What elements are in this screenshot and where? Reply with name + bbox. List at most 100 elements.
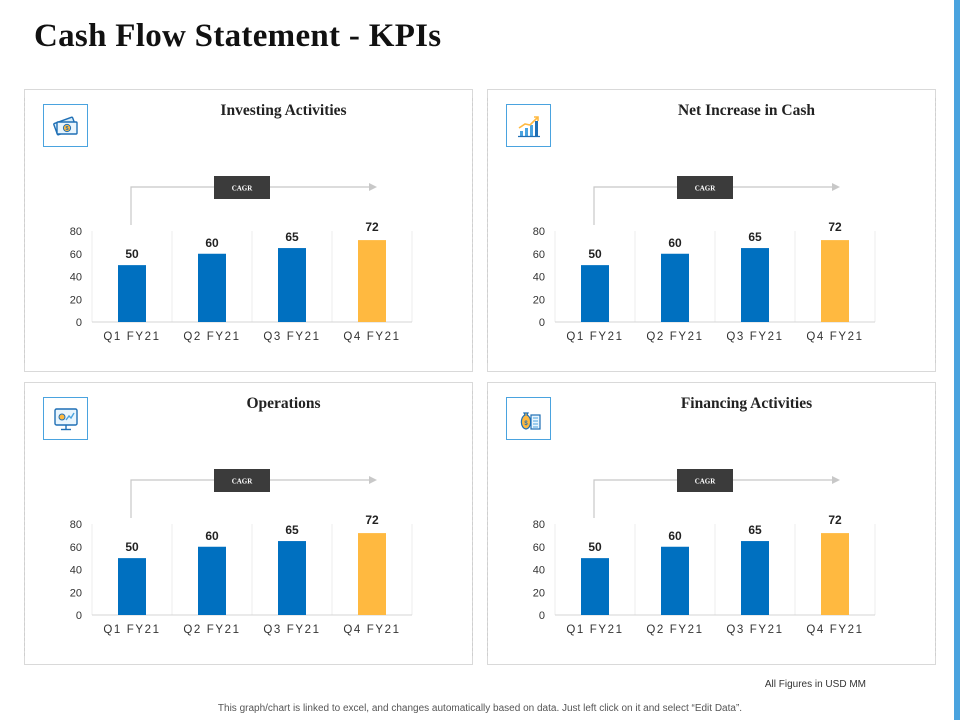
cagr-box (214, 469, 270, 492)
cagr-arrow-head (832, 476, 840, 484)
y-tick-label: 20 (70, 294, 82, 306)
x-tick-label: Q1 FY21 (566, 331, 623, 343)
bar (581, 558, 609, 615)
data-label: 72 (828, 513, 842, 527)
cagr-label: CAGR (232, 185, 254, 193)
cagr-arrow-head (369, 183, 377, 191)
bar (661, 253, 689, 322)
y-tick-label: 40 (70, 565, 82, 577)
y-tick-label: 40 (533, 565, 545, 577)
right-accent-bar (954, 0, 960, 720)
y-tick-label: 80 (70, 226, 82, 238)
data-label: 65 (748, 230, 762, 244)
bar (821, 240, 849, 322)
chart-panel-operations[interactable]: Operations CAGR 0 20 40 60 80 50 Q1 FY21 60 Q2 FY… (24, 382, 473, 665)
cagr-arrow-line (593, 186, 834, 225)
data-label: 50 (125, 540, 139, 554)
bar (198, 546, 226, 615)
bar-chart: CAGR 0 20 40 60 80 50 Q1 FY21 60 Q2 FY21 65 Q3 FY21… (70, 176, 413, 343)
cagr-label: CAGR (232, 478, 254, 486)
x-tick-label: Q4 FY21 (806, 624, 863, 636)
y-tick-label: 80 (533, 519, 545, 531)
y-tick-label: 80 (533, 226, 545, 238)
bar-chart: CAGR 0 20 40 60 80 50 Q1 FY21 60 Q2 FY21 65 Q3 FY21… (70, 469, 413, 636)
bar (821, 533, 849, 615)
data-label: 65 (285, 230, 299, 244)
data-label: 72 (365, 513, 379, 527)
x-tick-label: Q3 FY21 (263, 331, 320, 343)
data-label: 60 (668, 529, 682, 543)
money-icon: $ (43, 104, 88, 147)
cagr-box (677, 176, 733, 199)
chart-title: Operations (246, 395, 321, 412)
y-tick-label: 0 (76, 610, 82, 622)
disclaimer-text: This graph/chart is linked to excel, and… (217, 703, 743, 714)
y-tick-label: 40 (533, 272, 545, 284)
x-tick-label: Q2 FY21 (646, 624, 703, 636)
y-tick-label: 20 (533, 294, 545, 306)
data-label: 50 (125, 247, 139, 261)
y-tick-label: 0 (76, 317, 82, 329)
x-tick-label: Q4 FY21 (343, 331, 400, 343)
x-tick-label: Q3 FY21 (263, 624, 320, 636)
bar (358, 240, 386, 322)
svg-text:$: $ (524, 421, 528, 427)
y-tick-label: 20 (533, 587, 545, 599)
y-tick-label: 0 (539, 317, 545, 329)
x-tick-label: Q1 FY21 (103, 624, 160, 636)
data-label: 60 (205, 236, 219, 250)
data-label: 60 (668, 236, 682, 250)
y-tick-label: 60 (533, 249, 545, 261)
cagr-label: CAGR (695, 478, 717, 486)
x-tick-label: Q3 FY21 (726, 624, 783, 636)
y-tick-label: 60 (70, 542, 82, 554)
chart-panel-net-increase[interactable]: Net Increase in Cash CAGR 0 20 40 60 80 50 Q1 F… (487, 89, 936, 372)
x-tick-label: Q2 FY21 (183, 624, 240, 636)
x-tick-label: Q1 FY21 (103, 331, 160, 343)
money-bag-icon: $ (506, 397, 551, 440)
bar-chart: CAGR 0 20 40 60 80 50 Q1 FY21 60 Q2 FY21 65 Q3 FY21… (533, 176, 876, 343)
y-tick-label: 60 (70, 249, 82, 261)
data-label: 50 (588, 540, 602, 554)
cagr-box (677, 469, 733, 492)
page-title: Cash Flow Statement - KPIs (34, 18, 442, 54)
data-label: 65 (285, 523, 299, 537)
svg-text:$: $ (65, 126, 68, 132)
cagr-label: CAGR (695, 185, 717, 193)
bar (118, 265, 146, 322)
growth-chart-icon (506, 104, 551, 147)
chart-title: Financing Activities (680, 395, 813, 412)
monitor-settings-icon (43, 397, 88, 440)
x-tick-label: Q4 FY21 (806, 331, 863, 343)
cagr-box (214, 176, 270, 199)
chart-title: Investing Activities (220, 102, 347, 119)
data-label: 60 (205, 529, 219, 543)
data-label: 50 (588, 247, 602, 261)
x-tick-label: Q3 FY21 (726, 331, 783, 343)
bar (198, 253, 226, 322)
cagr-arrow-head (369, 476, 377, 484)
cagr-arrow-head (832, 183, 840, 191)
bar (358, 533, 386, 615)
x-tick-label: Q1 FY21 (566, 624, 623, 636)
cagr-arrow-line (593, 479, 834, 518)
y-tick-label: 40 (70, 272, 82, 284)
data-label: 65 (748, 523, 762, 537)
y-tick-label: 60 (533, 542, 545, 554)
bar (741, 541, 769, 615)
cagr-arrow-line (130, 186, 371, 225)
bar (278, 248, 306, 322)
chart-panel-financing[interactable]: $ Financing Activities CAGR 0 20 40 60 80 50 Q1… (487, 382, 936, 665)
units-note: All Figures in USD MM (764, 679, 866, 690)
chart-title: Net Increase in Cash (677, 102, 816, 119)
chart-panel-investing[interactable]: $ Investing Activities CAGR 0 20 40 60 80 50 Q1… (24, 89, 473, 372)
x-tick-label: Q2 FY21 (183, 331, 240, 343)
y-tick-label: 80 (70, 519, 82, 531)
bar (118, 558, 146, 615)
bar (278, 541, 306, 615)
bar-chart: CAGR 0 20 40 60 80 50 Q1 FY21 60 Q2 FY21 65 Q3 FY21… (533, 469, 876, 636)
data-label: 72 (828, 220, 842, 234)
data-label: 72 (365, 220, 379, 234)
cagr-arrow-line (130, 479, 371, 518)
bar (581, 265, 609, 322)
